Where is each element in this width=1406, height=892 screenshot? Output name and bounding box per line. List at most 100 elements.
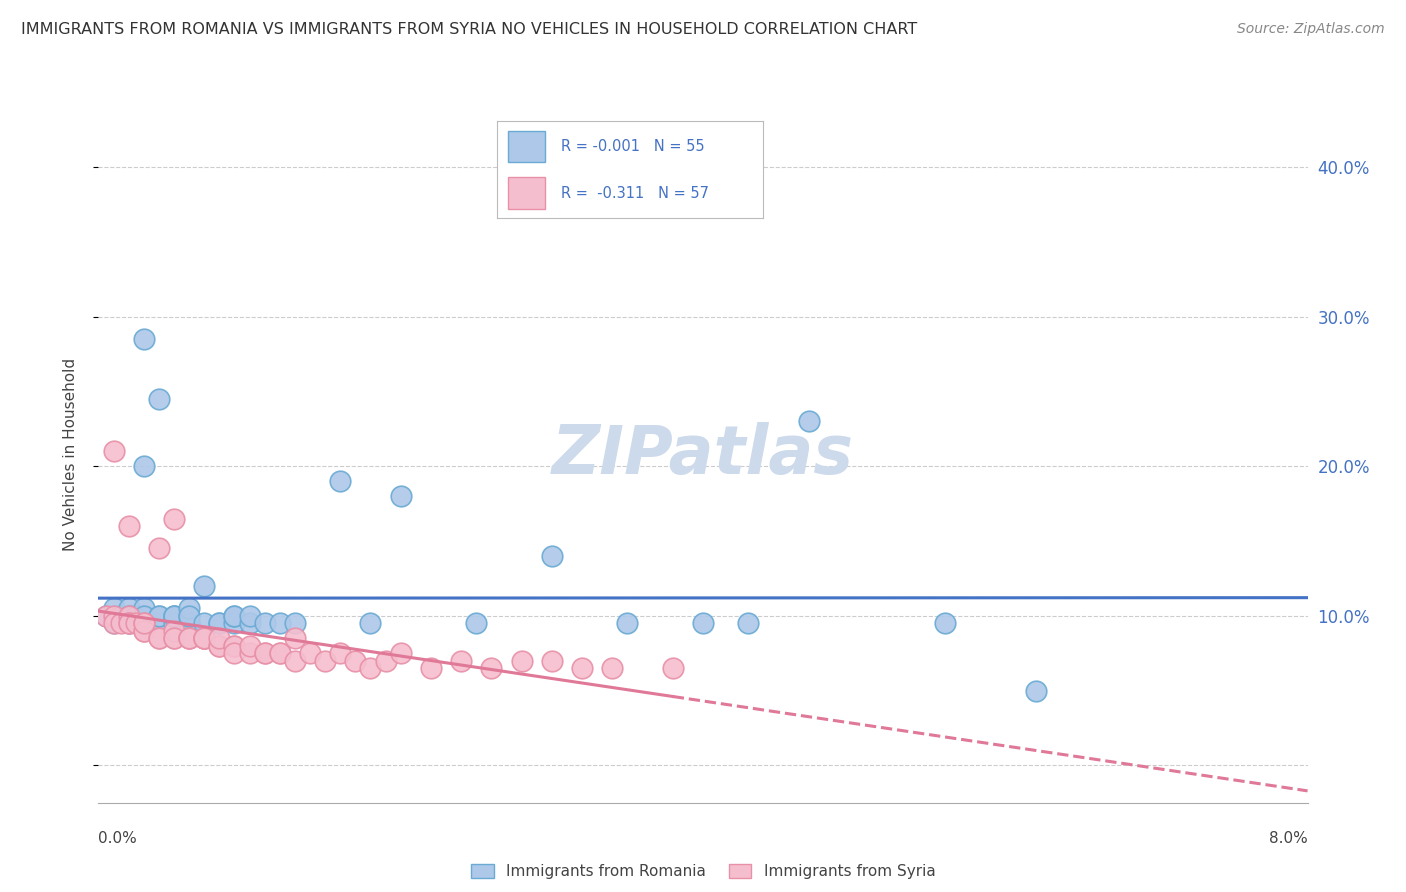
Point bbox=[179, 631, 201, 645]
Text: 8.0%: 8.0% bbox=[1268, 831, 1308, 846]
Point bbox=[94, 608, 117, 623]
Point bbox=[148, 631, 170, 645]
Point bbox=[132, 332, 155, 346]
Point bbox=[329, 474, 352, 488]
Point bbox=[344, 654, 367, 668]
Point bbox=[737, 616, 759, 631]
Point bbox=[148, 541, 170, 556]
Point bbox=[118, 616, 141, 631]
Point bbox=[163, 631, 186, 645]
Point bbox=[389, 646, 412, 660]
Point bbox=[163, 631, 186, 645]
Point bbox=[510, 654, 533, 668]
Text: ZIPatlas: ZIPatlas bbox=[553, 422, 853, 488]
Point bbox=[118, 616, 141, 631]
Point bbox=[571, 661, 593, 675]
Text: Source: ZipAtlas.com: Source: ZipAtlas.com bbox=[1237, 22, 1385, 37]
Point bbox=[125, 608, 148, 623]
Point bbox=[118, 616, 141, 631]
Point bbox=[662, 661, 685, 675]
Point bbox=[132, 624, 155, 638]
Point bbox=[148, 608, 170, 623]
Point bbox=[193, 631, 215, 645]
Point bbox=[420, 661, 443, 675]
Point bbox=[465, 616, 488, 631]
Point bbox=[269, 646, 291, 660]
Point bbox=[224, 616, 246, 631]
Point bbox=[934, 616, 956, 631]
Point bbox=[132, 616, 155, 631]
Point bbox=[193, 631, 215, 645]
Point bbox=[193, 631, 215, 645]
Point bbox=[179, 631, 201, 645]
Point bbox=[163, 511, 186, 525]
Point bbox=[132, 601, 155, 615]
Point bbox=[103, 616, 125, 631]
Point bbox=[103, 616, 125, 631]
Point bbox=[179, 601, 201, 615]
Point bbox=[329, 646, 352, 660]
Point bbox=[193, 579, 215, 593]
Point bbox=[797, 414, 820, 428]
Point bbox=[132, 624, 155, 638]
Point bbox=[224, 608, 246, 623]
Point bbox=[132, 459, 155, 474]
Point bbox=[163, 608, 186, 623]
Point bbox=[208, 631, 231, 645]
Point bbox=[208, 639, 231, 653]
Point bbox=[193, 616, 215, 631]
Point bbox=[224, 639, 246, 653]
Point bbox=[179, 608, 201, 623]
Point bbox=[118, 519, 141, 533]
Point bbox=[239, 639, 262, 653]
Point bbox=[284, 654, 307, 668]
Point bbox=[193, 631, 215, 645]
Point bbox=[224, 646, 246, 660]
Point bbox=[179, 608, 201, 623]
Point bbox=[163, 608, 186, 623]
Point bbox=[118, 608, 141, 623]
Point bbox=[132, 616, 155, 631]
Point bbox=[239, 646, 262, 660]
Point bbox=[179, 631, 201, 645]
Point bbox=[208, 616, 231, 631]
Point bbox=[1025, 683, 1047, 698]
Point bbox=[208, 639, 231, 653]
Point bbox=[284, 616, 307, 631]
Point bbox=[179, 616, 201, 631]
Point bbox=[132, 608, 155, 623]
Point bbox=[148, 616, 170, 631]
Point bbox=[163, 608, 186, 623]
Point bbox=[616, 616, 638, 631]
Point bbox=[163, 616, 186, 631]
Point bbox=[103, 608, 125, 623]
Point bbox=[118, 608, 141, 623]
Point bbox=[450, 654, 472, 668]
Point bbox=[224, 608, 246, 623]
Point bbox=[481, 661, 503, 675]
Point bbox=[148, 608, 170, 623]
Point bbox=[118, 608, 141, 623]
Point bbox=[132, 616, 155, 631]
Point bbox=[374, 654, 396, 668]
Point bbox=[163, 624, 186, 638]
Point bbox=[110, 608, 132, 623]
Y-axis label: No Vehicles in Household: No Vehicles in Household bbox=[63, 359, 77, 551]
Point bbox=[253, 616, 276, 631]
Text: 0.0%: 0.0% bbox=[98, 831, 138, 846]
Point bbox=[541, 654, 564, 668]
Point bbox=[299, 646, 322, 660]
Point bbox=[118, 601, 141, 615]
Point bbox=[602, 661, 624, 675]
Point bbox=[253, 646, 276, 660]
Point bbox=[132, 616, 155, 631]
Point bbox=[541, 549, 564, 563]
Point bbox=[360, 616, 382, 631]
Point bbox=[389, 489, 412, 503]
Point bbox=[103, 608, 125, 623]
Point bbox=[132, 608, 155, 623]
Point bbox=[103, 608, 125, 623]
Point bbox=[284, 631, 307, 645]
Point bbox=[314, 654, 336, 668]
Text: IMMIGRANTS FROM ROMANIA VS IMMIGRANTS FROM SYRIA NO VEHICLES IN HOUSEHOLD CORREL: IMMIGRANTS FROM ROMANIA VS IMMIGRANTS FR… bbox=[21, 22, 917, 37]
